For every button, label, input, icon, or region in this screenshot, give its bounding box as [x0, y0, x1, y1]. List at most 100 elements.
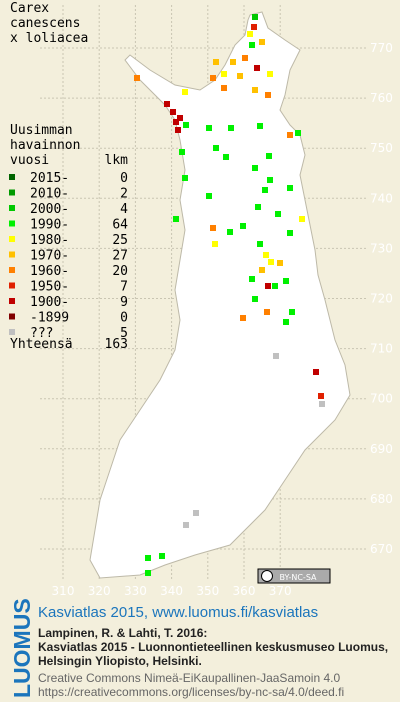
cc-icon	[261, 570, 273, 582]
observation-square	[265, 92, 271, 98]
legend-label: 2000-	[30, 202, 69, 217]
title-line: Carex	[10, 1, 49, 16]
observation-square	[252, 296, 258, 302]
legend-label: 2015-	[30, 171, 69, 186]
observation-square	[179, 149, 185, 155]
y-tick-label: 690	[370, 442, 393, 456]
legend-label: 2010-	[30, 187, 69, 202]
legend-header: Uusimman	[10, 123, 73, 138]
observation-square	[252, 165, 258, 171]
x-tick-label: 360	[233, 584, 256, 598]
observation-square	[252, 14, 258, 20]
observation-square	[134, 75, 140, 81]
observation-square	[265, 283, 271, 289]
observation-square	[257, 241, 263, 247]
observation-square	[175, 127, 181, 133]
observation-square	[221, 85, 227, 91]
observation-square	[145, 570, 151, 576]
observation-square	[287, 132, 293, 138]
legend-swatch	[9, 174, 15, 180]
observation-square	[267, 177, 273, 183]
legend-count: 20	[112, 264, 128, 279]
observation-square	[182, 175, 188, 181]
observation-square	[268, 259, 274, 265]
legend-total: 163	[105, 337, 128, 352]
y-tick-label: 760	[370, 91, 393, 105]
observation-square	[275, 211, 281, 217]
observation-square	[223, 154, 229, 160]
observation-square	[237, 73, 243, 79]
observation-square	[262, 187, 268, 193]
observation-square	[228, 125, 234, 131]
title: Carex canescens x loliacea	[10, 1, 88, 46]
y-tick-label: 740	[370, 191, 393, 205]
legend-swatch	[9, 313, 15, 320]
legend-label: 1970-	[30, 249, 69, 264]
observation-square	[277, 260, 283, 266]
observation-square	[210, 75, 216, 81]
legend: Uusimman havainnon vuosi lkm Yhteensä 16…	[9, 123, 128, 352]
x-tick-label: 330	[124, 584, 147, 598]
observation-square	[183, 122, 189, 128]
legend-header: havainnon	[10, 138, 80, 153]
observation-square	[173, 216, 179, 222]
finland-outline	[89, 11, 351, 579]
y-tick-label: 680	[370, 492, 393, 506]
observation-square	[249, 276, 255, 282]
observation-square	[254, 65, 260, 71]
legend-total-label: Yhteensä	[10, 337, 73, 352]
observation-square	[252, 87, 258, 93]
x-tick-label: 370	[269, 584, 292, 598]
citation: Helsingin Yliopisto, Helsinki.	[38, 654, 202, 668]
legend-count: 7	[120, 280, 128, 295]
y-tick-label: 720	[370, 292, 393, 306]
observation-square	[177, 115, 183, 121]
observation-square	[299, 216, 305, 222]
title-line: canescens	[10, 16, 80, 31]
observation-square	[247, 31, 253, 37]
legend-count: 27	[112, 249, 128, 264]
legend-swatch	[9, 205, 15, 211]
legend-swatch	[9, 282, 15, 289]
axis-labels: 310 320 330 340 350 360 3706706806907007107207…	[52, 41, 393, 598]
observation-square	[182, 89, 188, 95]
title-line: x loliacea	[10, 31, 88, 46]
observation-square	[170, 109, 176, 115]
legend-count: 0	[120, 171, 128, 186]
observation-square	[313, 369, 319, 375]
observation-square	[212, 241, 218, 247]
legend-label: ???	[30, 326, 53, 341]
observation-square	[213, 145, 219, 151]
observation-square	[145, 555, 151, 561]
observation-square	[259, 39, 265, 45]
y-tick-label: 710	[370, 342, 393, 356]
badge-box	[257, 568, 331, 584]
observations	[134, 14, 325, 576]
observation-square	[264, 309, 270, 315]
badge-text: BY-NC-SA	[279, 573, 317, 582]
legend-label: 1950-	[30, 280, 69, 295]
observation-square	[221, 71, 227, 77]
observation-square	[210, 225, 216, 231]
x-tick-label: 310	[52, 584, 75, 598]
logo: LUOMUS	[9, 598, 35, 698]
observation-square	[164, 101, 170, 107]
legend-label: -1899	[30, 311, 69, 326]
legend-header: vuosi	[10, 153, 49, 168]
observation-square	[240, 223, 246, 229]
observation-square	[319, 401, 325, 407]
legend-count: 64	[112, 218, 128, 233]
observation-square	[259, 267, 265, 273]
license-url: https://creativecommons.org/licenses/by-…	[38, 685, 344, 699]
observation-square	[193, 510, 199, 516]
y-tick-label: 730	[370, 241, 393, 255]
observation-square	[251, 24, 257, 30]
observation-square	[230, 59, 236, 65]
citation: Kasviatlas 2015 - Luonnontieteellinen ke…	[38, 640, 388, 654]
observation-square	[257, 123, 263, 129]
observation-square	[273, 353, 279, 359]
observation-square	[159, 553, 165, 559]
observation-square	[227, 229, 233, 235]
observation-square	[318, 393, 324, 399]
legend-label: 1990-	[30, 218, 69, 233]
